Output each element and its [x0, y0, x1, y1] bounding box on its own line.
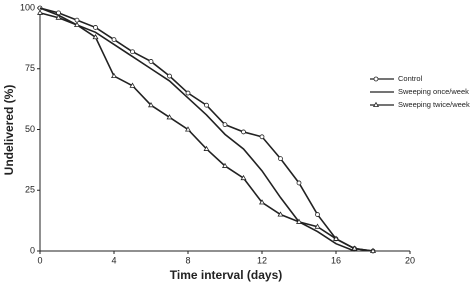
- point: [148, 101, 154, 108]
- x-tick-label: 20: [405, 255, 415, 265]
- legend-label: Sweeping once/week: [398, 87, 469, 96]
- y-tick-label: 100: [20, 2, 35, 12]
- point: [55, 14, 62, 20]
- y-tick-label: 25: [25, 185, 35, 195]
- point: [93, 25, 98, 30]
- point: [167, 73, 172, 79]
- legend-marker: [373, 101, 379, 107]
- y-tick-label: 50: [25, 124, 35, 134]
- x-tick-label: 0: [37, 255, 42, 265]
- point: [277, 211, 284, 217]
- legend: Control Sweeping once/week Sweeping twice/…: [370, 74, 470, 109]
- point: [278, 156, 283, 162]
- point: [351, 245, 358, 251]
- y-tick-label: 75: [25, 63, 35, 73]
- point: [259, 199, 265, 205]
- point: [241, 129, 246, 135]
- point: [314, 223, 321, 229]
- series-line: [39, 12, 374, 252]
- series-line: [39, 7, 374, 252]
- point: [111, 37, 117, 42]
- point: [185, 90, 191, 96]
- point: [74, 17, 80, 23]
- point: [130, 49, 135, 55]
- point: [74, 21, 80, 28]
- legend-label: Control: [398, 74, 423, 83]
- point: [203, 145, 210, 151]
- x-tick-label: 8: [185, 255, 190, 265]
- point: [259, 134, 265, 140]
- point: [370, 247, 376, 253]
- y-axis-title: Undelivered (%): [2, 85, 16, 176]
- y-tick-label: 0: [30, 245, 35, 255]
- x-tick-label: 12: [257, 255, 267, 265]
- point: [185, 126, 191, 132]
- point: [240, 174, 247, 181]
- legend-marker: [373, 76, 379, 82]
- point: [92, 33, 99, 40]
- point: [166, 114, 173, 120]
- x-tick-label: 16: [331, 255, 341, 265]
- point: [222, 162, 228, 168]
- legend-label: Sweeping twice/week: [398, 100, 470, 109]
- point: [296, 180, 302, 186]
- point: [129, 82, 136, 88]
- point: [315, 212, 320, 217]
- point: [204, 102, 209, 108]
- point: [148, 59, 154, 64]
- x-axis-title: Time interval (days): [170, 268, 283, 282]
- point: [111, 72, 117, 79]
- point: [222, 122, 228, 128]
- series-line: [39, 7, 355, 252]
- point: [333, 235, 339, 241]
- x-tick-label: 4: [111, 255, 116, 265]
- point: [296, 218, 302, 224]
- point: [37, 9, 43, 15]
